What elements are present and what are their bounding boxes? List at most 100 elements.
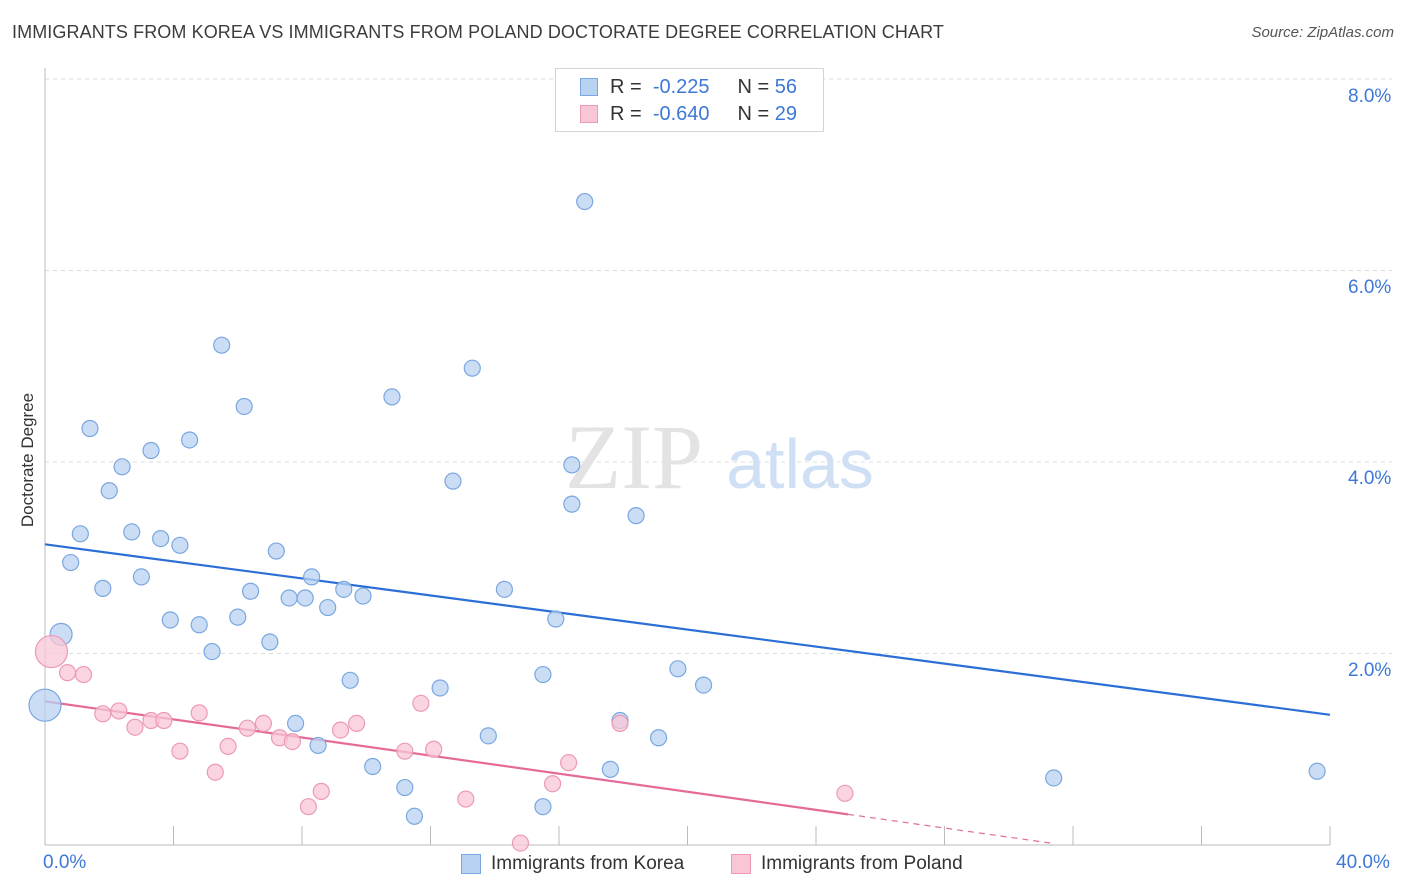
korea-point[interactable] bbox=[383, 388, 401, 406]
korea-point[interactable] bbox=[1308, 762, 1326, 780]
korea-n-value: 56 bbox=[774, 75, 798, 98]
korea-point[interactable] bbox=[303, 568, 321, 586]
poland-point[interactable] bbox=[560, 754, 578, 772]
korea-point[interactable] bbox=[354, 587, 372, 605]
korea-point[interactable] bbox=[190, 616, 208, 634]
korea-point[interactable] bbox=[534, 798, 552, 816]
poland-point[interactable] bbox=[836, 784, 854, 802]
korea-point[interactable] bbox=[62, 553, 80, 572]
korea-point[interactable] bbox=[286, 714, 305, 732]
poland-point[interactable] bbox=[74, 665, 93, 684]
trend-lines bbox=[44, 543, 1331, 844]
poland-point[interactable] bbox=[126, 718, 144, 736]
poland-point[interactable] bbox=[155, 711, 173, 730]
korea-point[interactable] bbox=[229, 608, 247, 626]
poland-point[interactable] bbox=[312, 782, 330, 800]
korea-point[interactable] bbox=[203, 642, 221, 661]
poland-point[interactable] bbox=[190, 704, 208, 722]
poland-point[interactable] bbox=[299, 798, 318, 816]
x-tick-label: 0.0% bbox=[43, 852, 87, 873]
korea-point[interactable] bbox=[309, 736, 327, 755]
korea-point[interactable] bbox=[180, 431, 199, 449]
poland-point[interactable] bbox=[511, 834, 530, 852]
poland-point[interactable] bbox=[219, 737, 237, 755]
stats-row-poland: R = -0.640 N = 29 bbox=[580, 101, 797, 127]
korea-point[interactable] bbox=[28, 688, 62, 722]
poland-point[interactable] bbox=[611, 714, 629, 732]
r-label: R = bbox=[610, 102, 642, 125]
korea-point[interactable] bbox=[113, 458, 131, 476]
korea-point[interactable] bbox=[319, 598, 337, 617]
korea-point[interactable] bbox=[627, 507, 645, 525]
korea-point[interactable] bbox=[267, 542, 285, 560]
korea-point[interactable] bbox=[444, 472, 462, 490]
korea-point[interactable] bbox=[396, 778, 414, 797]
poland-point[interactable] bbox=[254, 714, 273, 732]
korea-point[interactable] bbox=[81, 419, 99, 438]
korea-point[interactable] bbox=[649, 729, 668, 747]
korea-point[interactable] bbox=[463, 359, 481, 377]
legend-item-korea[interactable]: Immigrants from Korea bbox=[461, 853, 684, 875]
korea-point[interactable] bbox=[576, 192, 594, 211]
poland-point[interactable] bbox=[34, 634, 69, 669]
poland-point[interactable] bbox=[331, 721, 350, 739]
korea-point[interactable] bbox=[534, 665, 552, 684]
poland-point[interactable] bbox=[110, 702, 128, 720]
korea-point[interactable] bbox=[100, 482, 118, 500]
grid-lines bbox=[45, 78, 1392, 654]
poland-point[interactable] bbox=[238, 719, 256, 737]
source-credit: Source: ZipAtlas.com bbox=[1251, 24, 1394, 41]
korea-point[interactable] bbox=[71, 525, 89, 543]
korea-point[interactable] bbox=[341, 671, 359, 689]
watermark: ZIP atlas bbox=[565, 406, 874, 508]
poland-point[interactable] bbox=[396, 742, 414, 760]
korea-point[interactable] bbox=[479, 727, 497, 745]
poland-point[interactable] bbox=[283, 732, 301, 751]
korea-point[interactable] bbox=[94, 579, 112, 597]
korea-point[interactable] bbox=[431, 679, 449, 697]
poland-point[interactable] bbox=[543, 775, 562, 793]
korea-point[interactable] bbox=[1045, 769, 1063, 787]
korea-point[interactable] bbox=[142, 441, 160, 460]
korea-point[interactable] bbox=[694, 676, 713, 694]
korea-point[interactable] bbox=[296, 589, 314, 607]
y-tick-label: 4.0% bbox=[1348, 468, 1392, 489]
poland-point[interactable] bbox=[412, 694, 430, 712]
korea-point[interactable] bbox=[171, 536, 189, 554]
korea-point[interactable] bbox=[335, 580, 353, 598]
korea-point[interactable] bbox=[547, 610, 565, 628]
poland-point[interactable] bbox=[94, 705, 112, 723]
korea-point[interactable] bbox=[495, 580, 513, 598]
korea-swatch bbox=[580, 78, 598, 96]
poland-point[interactable] bbox=[348, 714, 366, 732]
korea-point[interactable] bbox=[364, 757, 382, 776]
korea-point[interactable] bbox=[161, 611, 179, 629]
korea-point[interactable] bbox=[563, 456, 581, 474]
poland-swatch bbox=[580, 105, 598, 123]
poland-point[interactable] bbox=[171, 742, 189, 760]
korea-point[interactable] bbox=[235, 397, 253, 416]
n-label: N = bbox=[737, 75, 770, 98]
korea-point[interactable] bbox=[261, 633, 279, 651]
poland-n-value: 29 bbox=[774, 102, 798, 125]
poland-point[interactable] bbox=[457, 790, 475, 808]
stats-row-korea: R = -0.225 N = 56 bbox=[580, 74, 797, 100]
x-tick-label: 40.0% bbox=[1336, 852, 1390, 873]
korea-point[interactable] bbox=[152, 529, 170, 548]
poland-point[interactable] bbox=[58, 664, 77, 682]
series-legend: Immigrants from Korea Immigrants from Po… bbox=[0, 851, 1406, 877]
korea-point[interactable] bbox=[242, 582, 260, 600]
korea-point[interactable] bbox=[669, 660, 687, 678]
korea-point[interactable] bbox=[563, 495, 581, 513]
korea-point[interactable] bbox=[405, 807, 424, 825]
korea-point[interactable] bbox=[123, 523, 141, 541]
korea-point[interactable] bbox=[280, 589, 298, 607]
poland-point[interactable] bbox=[425, 740, 443, 758]
korea-point[interactable] bbox=[601, 760, 620, 778]
poland-point[interactable] bbox=[206, 763, 224, 781]
korea-point[interactable] bbox=[213, 336, 231, 354]
legend-item-poland[interactable]: Immigrants from Poland bbox=[731, 853, 963, 875]
korea-point[interactable] bbox=[132, 568, 150, 586]
poland-trend-line bbox=[44, 700, 849, 816]
poland-legend-label: Immigrants from Poland bbox=[761, 853, 963, 874]
